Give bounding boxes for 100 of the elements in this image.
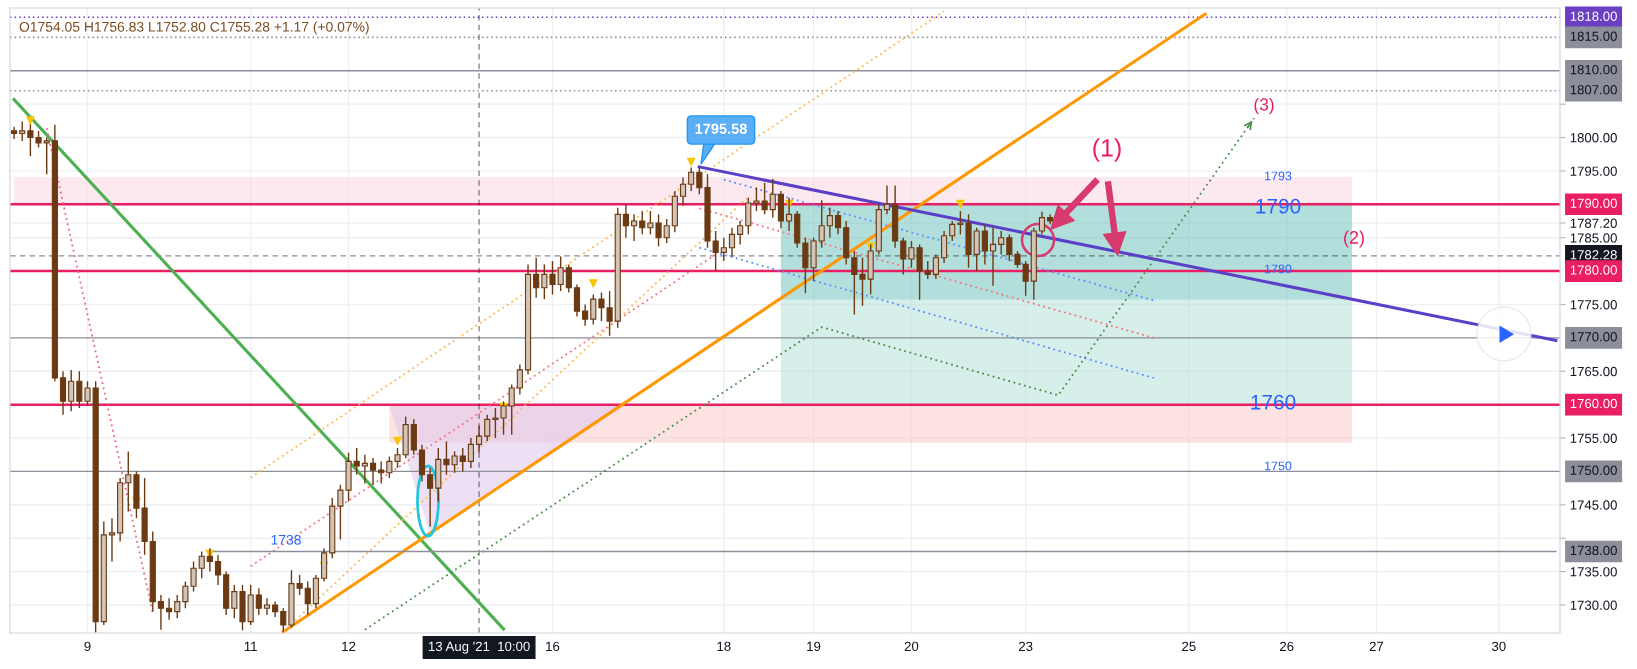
candlestick [998,230,1005,256]
x-tick-label: 19 [807,641,821,652]
candlestick [68,369,75,413]
x-tick-label: 11 [244,641,257,651]
y-tick-label: 1787.20 [1570,218,1617,228]
candlestick [427,467,434,528]
ref-line-label: 1807.00 [1570,85,1617,95]
x-tick-label: 13 Aug '21 10:00 [428,641,530,654]
candlestick [769,178,776,219]
candlestick [973,226,980,272]
y-tick-label: 1785.00 [1570,233,1617,243]
candlestick [622,203,630,239]
candlestick [165,597,173,621]
y-tick-label: 1775.00 [1570,300,1617,310]
ref-line-label: 1770.00 [1570,332,1617,342]
candlestick [663,218,670,244]
candlestick [737,220,744,246]
ref-line-label: 1790.00 [1570,198,1617,208]
candlestick [900,237,907,276]
x-tick-label: 25 [1182,641,1196,652]
candlestick [214,554,222,586]
y-tick-label: 1745.00 [1570,500,1617,510]
candlestick [369,457,377,486]
x-tick-label: 16 [546,641,560,652]
candlestick [304,580,311,616]
candlestick [1038,210,1046,236]
ref-line-label: 1818.00 [1570,11,1617,21]
annotation: O1754.05 H1756.83 L1752.80 C1755.28 +1.17 (+0.07%) [19,21,369,35]
y-tick-label: 1755.00 [1570,433,1617,443]
x-tick-label: 20 [904,641,919,652]
ref-line-label: 1750.00 [1570,465,1617,475]
candlestick [940,230,948,264]
candlestick [157,594,165,631]
x-tick-label: 18 [717,641,731,652]
point [393,436,402,446]
candlestick [590,293,597,326]
candlestick [981,223,988,266]
candlestick [826,206,833,239]
ref-line-label: 1760.00 [1570,398,1617,409]
candlestick [467,437,475,469]
point [588,279,598,289]
candlestick [565,263,572,294]
annotation: 1750 [1265,461,1292,471]
candlestick [108,517,116,563]
candlestick [378,460,385,485]
y-tick-label: 1795.00 [1570,166,1617,176]
candlestick [573,283,581,318]
candlestick [43,136,50,175]
annotation: 1795.58 [695,123,747,134]
candlestick [263,597,271,616]
x-tick-label: 23 [1018,641,1033,652]
series-label: 1738.00 [1570,545,1617,556]
candlestick [720,237,727,262]
candlestick [949,220,956,242]
candlestick [255,587,262,616]
candlestick [280,607,287,633]
candlestick [989,226,997,287]
candlestick [361,454,368,485]
candlestick [932,253,940,280]
candlestick [174,594,181,620]
annotation: (2) [1344,230,1364,248]
annotation: (3) [1254,97,1274,115]
candlestick [125,450,132,513]
point [955,199,965,209]
candlestick [818,199,825,249]
candlestick [508,383,515,436]
candlestick [353,447,360,476]
annotation: 1738 [271,534,301,545]
candlestick [533,257,540,299]
candlestick [679,176,687,207]
candlestick [883,184,891,216]
ref-line-label: 1782.28 [1570,250,1617,260]
candlestick [459,447,466,473]
point [25,116,35,126]
annotation: (1) [1093,138,1121,162]
x-tick-label: 12 [342,641,356,651]
x-tick-label: 27 [1369,641,1384,651]
y-tick-label: 1735.00 [1570,567,1617,577]
candlestick [475,425,483,454]
x-tick-label: 30 [1491,641,1506,652]
ref-line-label: 1780.00 [1570,265,1617,275]
candlestick [19,120,26,142]
candlestick [924,260,931,280]
candlestick [688,166,695,192]
candlestick [10,126,18,140]
y-tick-label: 1765.00 [1570,366,1617,377]
x-tick-label: 26 [1280,641,1294,652]
ref-line-label: 1810.00 [1570,64,1617,75]
candlestick [834,210,842,236]
x-tick-label: 9 [84,641,91,652]
y-tick-label: 1800.00 [1570,133,1617,143]
candlestick [484,413,491,443]
candlestick [582,303,589,327]
annotation: 1793 [1265,171,1292,181]
candlestick [728,226,736,258]
candlestick [198,550,205,579]
candlestick [630,213,638,242]
candlestick [59,370,67,416]
candlestick [745,196,752,236]
ref-line-label: 1815.00 [1570,31,1617,41]
